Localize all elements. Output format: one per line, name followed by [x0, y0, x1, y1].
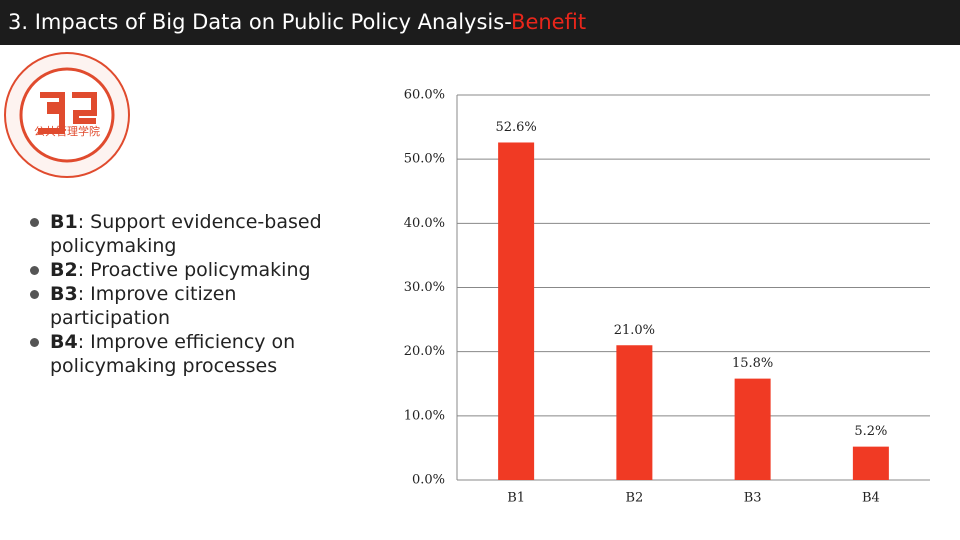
- y-tick-label: 60.0%: [404, 88, 445, 103]
- bar: [734, 378, 771, 480]
- value-label: 15.8%: [732, 356, 773, 371]
- header-highlight: Benefit: [511, 10, 587, 34]
- logo: 公共管理学院: [4, 52, 130, 178]
- y-tick-label: 50.0%: [404, 152, 445, 167]
- x-tick-label: B3: [744, 491, 762, 506]
- bullet-label: B2: [50, 259, 78, 281]
- header: 3. Impacts of Big Data on Public Policy …: [0, 0, 960, 45]
- value-label: 52.6%: [495, 120, 536, 135]
- bullet-text: : Support evidence-based policymaking: [50, 211, 322, 257]
- header-title: 3. Impacts of Big Data on Public Policy …: [8, 10, 512, 34]
- bar: [498, 142, 535, 480]
- logo-text: 公共管理学院: [34, 124, 100, 138]
- bullet-item: B3: Improve citizen participation: [30, 282, 330, 330]
- x-tick-label: B4: [862, 491, 880, 506]
- x-tick-label: B1: [507, 491, 525, 506]
- bullet-label: B4: [50, 331, 78, 353]
- bullet-text: : Proactive policymaking: [77, 259, 311, 281]
- bullet-text: : Improve citizen participation: [50, 283, 237, 329]
- bullet-text: : Improve efficiency on policymaking pro…: [50, 331, 296, 377]
- bullet-item: B1: Support evidence-based policymaking: [30, 210, 330, 258]
- bullet-list: B1: Support evidence-based policymaking B…: [30, 210, 330, 378]
- y-tick-label: 10.0%: [404, 408, 445, 423]
- bar: [616, 345, 653, 480]
- y-tick-label: 0.0%: [412, 473, 445, 488]
- bullet-label: B3: [50, 283, 78, 305]
- bullet-item: B4: Improve efficiency on policymaking p…: [30, 330, 330, 378]
- y-tick-label: 30.0%: [404, 280, 445, 295]
- bar: [852, 446, 889, 480]
- logo-mark: [38, 92, 97, 134]
- value-label: 5.2%: [854, 424, 887, 439]
- y-tick-label: 40.0%: [404, 216, 445, 231]
- bullet-label: B1: [50, 211, 78, 233]
- x-tick-label: B2: [625, 491, 643, 506]
- value-label: 21.0%: [614, 323, 655, 338]
- bullet-item: B2: Proactive policymaking: [30, 258, 330, 282]
- y-tick-label: 20.0%: [404, 344, 445, 359]
